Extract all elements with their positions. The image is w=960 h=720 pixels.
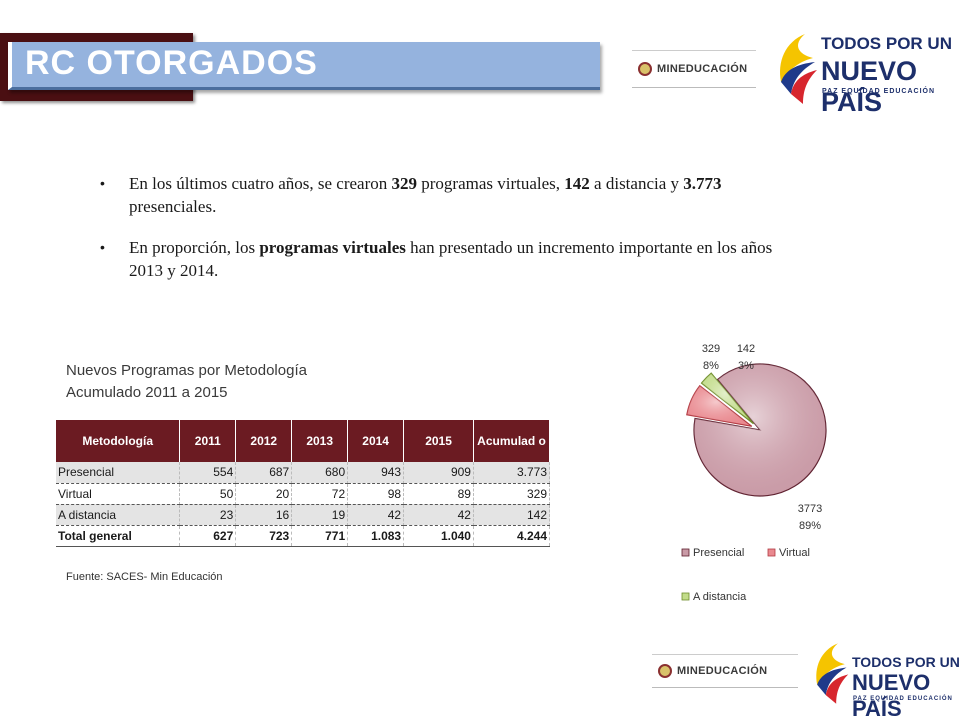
- table-cell: 1.040: [403, 525, 474, 547]
- flag-swoosh-icon: [816, 643, 849, 704]
- table-cell: 98: [347, 483, 405, 505]
- table-header-cell: 2013: [291, 420, 349, 462]
- colombia-seal-icon: [638, 62, 652, 76]
- bullet-item: En los últimos cuatro años, se crearon 3…: [100, 172, 790, 218]
- table-header-cell: 2012: [235, 420, 293, 462]
- table-row: A distancia 23 16 19 42 42 142: [56, 504, 551, 526]
- table-cell: 142: [473, 504, 551, 526]
- table-cell: 1.083: [347, 525, 405, 547]
- page-title: RC OTORGADOS: [25, 44, 318, 82]
- bullet-text: programas virtuales,: [417, 174, 565, 193]
- bullet-list: En los últimos cuatro años, se crearon 3…: [100, 172, 790, 300]
- table-cell: 3.773: [473, 462, 551, 484]
- title-bar: [8, 42, 600, 90]
- legend-swatch: [681, 592, 690, 601]
- todos-por-un-nuevo-pais-logo: TODOS POR UN NUEVO PAÍS PAZ EQUIDAD EDUC…: [775, 32, 955, 117]
- table-cell: 943: [347, 462, 405, 484]
- table-row: Presencial 554 687 680 943 909 3.773: [56, 462, 551, 484]
- table-cell: 329: [473, 483, 551, 505]
- pie-data-label-value: 3773: [798, 503, 822, 515]
- pie-slice-highlight: [686, 385, 752, 427]
- table-caption-line-1: Nuevos Programas por Metodología: [66, 362, 307, 379]
- pie-data-label-percent: 8%: [703, 360, 719, 372]
- table-cell: 20: [235, 483, 293, 505]
- table-cell: 723: [235, 525, 293, 547]
- mineducacion-logo-footer-text: MINEDUCACIÓN: [677, 665, 768, 677]
- legend-swatch: [681, 548, 690, 557]
- legend-label: Presencial: [693, 547, 744, 559]
- logo-line-1: TODOS POR UN: [821, 34, 952, 53]
- table-cell: 42: [403, 504, 474, 526]
- logo-line-3: PAZ EQUIDAD EDUCACIÓN: [853, 696, 953, 702]
- table-cell: 89: [403, 483, 474, 505]
- table-cell: 72: [291, 483, 349, 505]
- table-cell: 771: [291, 525, 349, 547]
- table-header-cell: 2011: [179, 420, 237, 462]
- table-total-row: Total general 627 723 771 1.083 1.040 4.…: [56, 525, 551, 547]
- pie-data-label-value: 329: [702, 343, 720, 355]
- logo-line-3: PAZ EQUIDAD EDUCACIÓN: [822, 88, 936, 95]
- table-source-note: Fuente: SACES- Min Educación: [66, 571, 223, 583]
- bullet-bold-value: 3.773: [683, 174, 722, 193]
- table-caption: Nuevos Programas por Metodología Acumula…: [66, 360, 307, 404]
- pie-slice-highlight: [694, 364, 826, 496]
- pie-data-label-percent: 3%: [738, 360, 754, 372]
- logo-line-2: NUEVO PAÍS: [821, 56, 918, 117]
- table-row: Virtual 50 20 72 98 89 329: [56, 483, 551, 505]
- bullet-bold-value: 142: [564, 174, 590, 193]
- flag-swoosh-icon: [780, 34, 817, 104]
- pie-chart: 3773 89% 329 8% 142 3% Presencial Virtual A dist…: [681, 343, 827, 603]
- pie-slice-highlight: [701, 373, 754, 424]
- table-cell: 909: [403, 462, 474, 484]
- table-caption-line-2: Acumulado 2011 a 2015: [66, 384, 228, 401]
- table-cell: 42: [347, 504, 405, 526]
- table-cell: 23: [179, 504, 237, 526]
- legend-label: Virtual: [779, 547, 810, 559]
- table-cell: Total general: [56, 525, 181, 547]
- table-cell: 554: [179, 462, 237, 484]
- bullet-text: En proporción, los: [129, 238, 260, 257]
- table-cell: Virtual: [56, 483, 181, 505]
- bullet-text: a distancia y: [589, 174, 684, 193]
- table-cell: 680: [291, 462, 349, 484]
- bullet-text: han presentado un incremento importante …: [129, 238, 773, 280]
- table-header-cell: 2015: [403, 420, 474, 462]
- logo-line-1: TODOS POR UN: [852, 654, 960, 670]
- table-cell: Presencial: [56, 462, 181, 484]
- programs-table: Metodología 2011 2012 2013 2014 2015 Acu…: [56, 420, 551, 547]
- colombia-seal-icon: [658, 664, 672, 678]
- table-cell: 19: [291, 504, 349, 526]
- bullet-bold-value: programas virtuales: [259, 238, 406, 257]
- pie-data-label-percent: 89%: [799, 520, 821, 532]
- table-cell: 687: [235, 462, 293, 484]
- bullet-item: En proporción, los programas virtuales h…: [100, 236, 790, 282]
- bullet-bold-value: 329: [391, 174, 418, 193]
- table-cell: A distancia: [56, 504, 181, 526]
- bullet-text: presenciales.: [129, 197, 217, 216]
- table-header-row: Metodología 2011 2012 2013 2014 2015 Acu…: [56, 420, 551, 462]
- table-header-cell: 2014: [347, 420, 405, 462]
- table-cell: 50: [179, 483, 237, 505]
- table-cell: 16: [235, 504, 293, 526]
- table-cell: 627: [179, 525, 237, 547]
- table-header-cell: Metodología: [56, 420, 181, 462]
- bullet-text: En los últimos cuatro años, se crearon: [129, 174, 392, 193]
- mineducacion-logo-text: MINEDUCACIÓN: [657, 63, 748, 75]
- todos-por-un-nuevo-pais-logo-footer: TODOS POR UN NUEVO PAÍS PAZ EQUIDAD EDUC…: [812, 640, 960, 720]
- logo-line-2: NUEVO PAÍS: [852, 670, 931, 720]
- mineducacion-logo-footer: MINEDUCACIÓN: [652, 654, 798, 688]
- legend-label: A distancia: [693, 591, 747, 603]
- table-cell: 4.244: [473, 525, 551, 547]
- pie-data-label-value: 142: [737, 343, 755, 355]
- legend-swatch: [767, 548, 776, 557]
- table-header-cell: Acumulad o: [473, 420, 551, 462]
- mineducacion-logo: MINEDUCACIÓN: [632, 50, 756, 88]
